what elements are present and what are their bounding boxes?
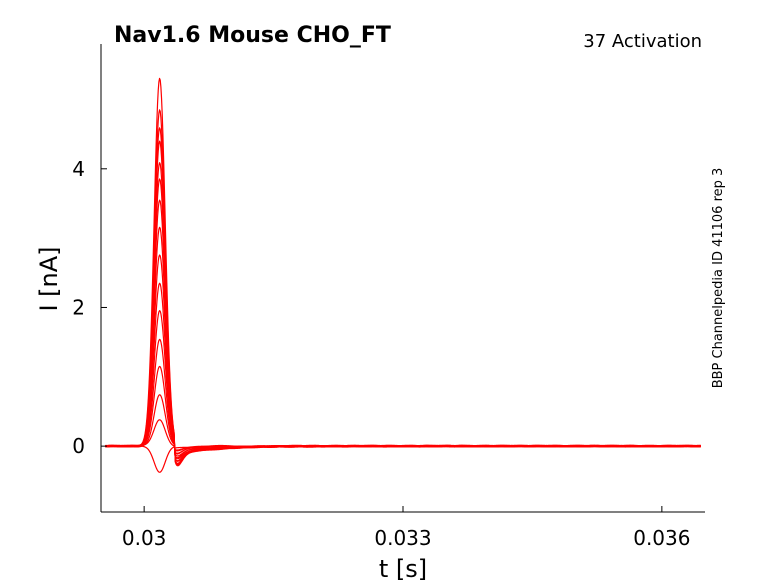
current-trace <box>105 109 701 466</box>
current-trace <box>105 365 701 454</box>
current-trace <box>105 338 701 455</box>
x-tick-label: 0.03 <box>122 526 167 550</box>
side-label: BBP Channelpedia ID 41106 rep 3 <box>711 168 726 389</box>
y-axis-label: I [nA] <box>35 246 63 311</box>
x-ticks: 0.03 0.033 0.036 <box>122 506 690 550</box>
current-trace <box>105 162 701 465</box>
current-trace <box>105 178 701 464</box>
x-tick-label: 0.033 <box>374 526 431 550</box>
current-trace <box>105 77 701 467</box>
current-traces <box>105 77 701 473</box>
y-tick-label: 4 <box>72 157 85 181</box>
current-trace <box>105 127 701 466</box>
current-trace <box>105 254 701 460</box>
y-ticks: 0 2 4 <box>72 157 107 458</box>
x-axis-label: t [s] <box>379 555 427 583</box>
y-tick-label: 0 <box>72 434 85 458</box>
current-trace <box>105 310 701 457</box>
chart-subtitle: 37 Activation <box>583 31 702 52</box>
current-trace <box>105 394 701 452</box>
current-trace <box>105 140 701 465</box>
current-trace <box>105 199 701 462</box>
current-trace <box>105 282 701 459</box>
y-tick-label: 2 <box>72 295 85 319</box>
x-tick-label: 0.036 <box>633 526 690 550</box>
chart-title: Nav1.6 Mouse CHO_FT <box>114 23 391 48</box>
current-trace <box>105 226 701 462</box>
